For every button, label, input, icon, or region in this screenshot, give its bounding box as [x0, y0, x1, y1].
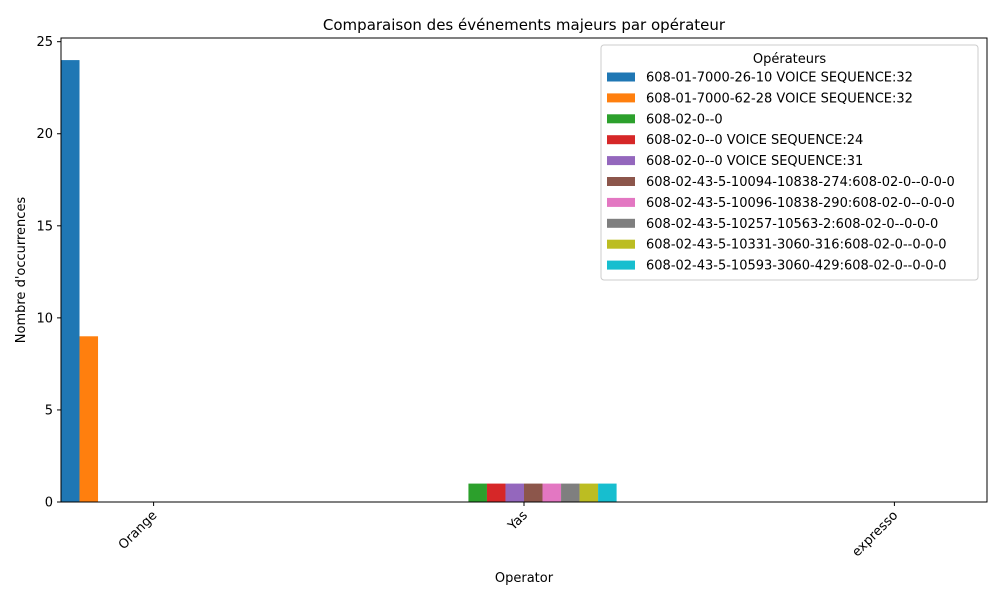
legend-entry: 608-02-43-5-10257-10563-2:608-02-0--0-0-… — [646, 217, 938, 232]
legend-swatch — [607, 197, 635, 207]
legend-entry: 608-02-43-5-10096-10838-290:608-02-0--0-… — [646, 196, 955, 211]
y-axis-label: Nombre d'occurrences — [14, 197, 29, 344]
legend-swatch — [607, 114, 635, 124]
bar — [542, 483, 562, 502]
legend-swatch — [607, 72, 635, 82]
legend-box — [600, 44, 979, 281]
x-tick-label: Orange — [116, 508, 161, 553]
legend-entry: 608-02-43-5-10593-3060-429:608-02-0--0-0… — [646, 259, 947, 274]
legend-entry: 608-01-7000-26-10 VOICE SEQUENCE:32 — [646, 71, 913, 86]
y-tick-label: 10 — [36, 311, 53, 326]
bar — [486, 483, 506, 502]
legend-swatch — [607, 218, 635, 228]
bar — [61, 60, 80, 502]
legend-title: Opérateurs — [753, 52, 826, 67]
bar — [79, 336, 99, 502]
y-tick-label: 25 — [36, 35, 53, 50]
legend-swatch — [607, 93, 635, 103]
x-tick-label: expresso — [849, 508, 901, 560]
chart-title: Comparaison des événements majeurs par o… — [323, 16, 726, 34]
y-tick-label: 20 — [36, 127, 53, 142]
legend-entry: 608-02-43-5-10094-10838-274:608-02-0--0-… — [646, 175, 955, 190]
legend: Opérateurs 608-01-7000-26-10 VOICE SEQUEN… — [600, 44, 979, 281]
x-axis-label: Operator — [495, 571, 554, 586]
legend-swatch — [607, 260, 635, 270]
legend-swatch — [607, 135, 635, 145]
bar — [561, 483, 580, 502]
legend-entry: 608-02-43-5-10331-3060-316:608-02-0--0-0… — [646, 238, 947, 253]
bars-layer — [61, 60, 617, 502]
legend-entry: 608-02-0--0 VOICE SEQUENCE:31 — [646, 154, 863, 169]
bar — [524, 483, 543, 502]
bar — [505, 483, 524, 502]
legend-swatch — [607, 177, 635, 186]
legend-swatch — [607, 156, 635, 166]
legend-swatch — [607, 239, 635, 249]
bar — [598, 483, 617, 502]
y-tick-label: 5 — [45, 403, 53, 418]
bar — [579, 483, 599, 502]
legend-entry: 608-02-0--0 VOICE SEQUENCE:24 — [646, 133, 863, 148]
bar — [468, 483, 487, 502]
y-tick-label: 15 — [36, 219, 53, 234]
y-tick-label: 0 — [45, 496, 53, 511]
legend-entry: 608-02-0--0 — [646, 112, 723, 127]
x-tick-label: Yas — [505, 508, 531, 534]
legend-entry: 608-01-7000-62-28 VOICE SEQUENCE:32 — [646, 91, 913, 106]
